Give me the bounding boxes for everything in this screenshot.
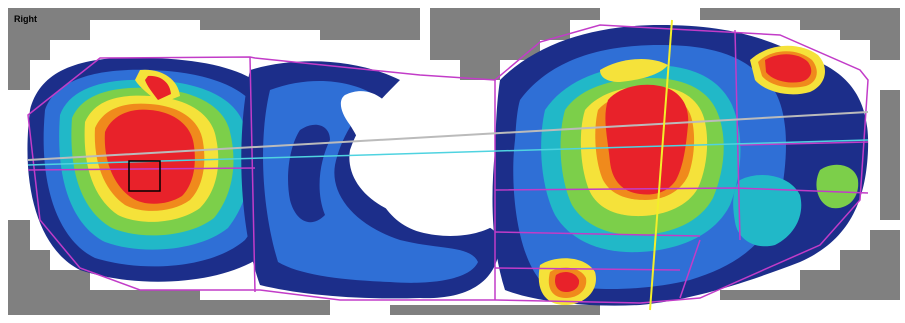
cyan-axis-line [27,139,869,166]
forefoot-pressure-region [492,25,869,306]
foot-axis-lines [27,19,869,311]
side-label: Right [14,14,37,24]
gray-axis-line [27,111,869,161]
zone-outline [27,24,869,304]
selection-box[interactable] [128,160,161,192]
midfoot-pressure-region [241,61,501,299]
background-mask [8,8,900,315]
yellow-axis-line [649,19,673,311]
no-contact-area [340,88,495,236]
